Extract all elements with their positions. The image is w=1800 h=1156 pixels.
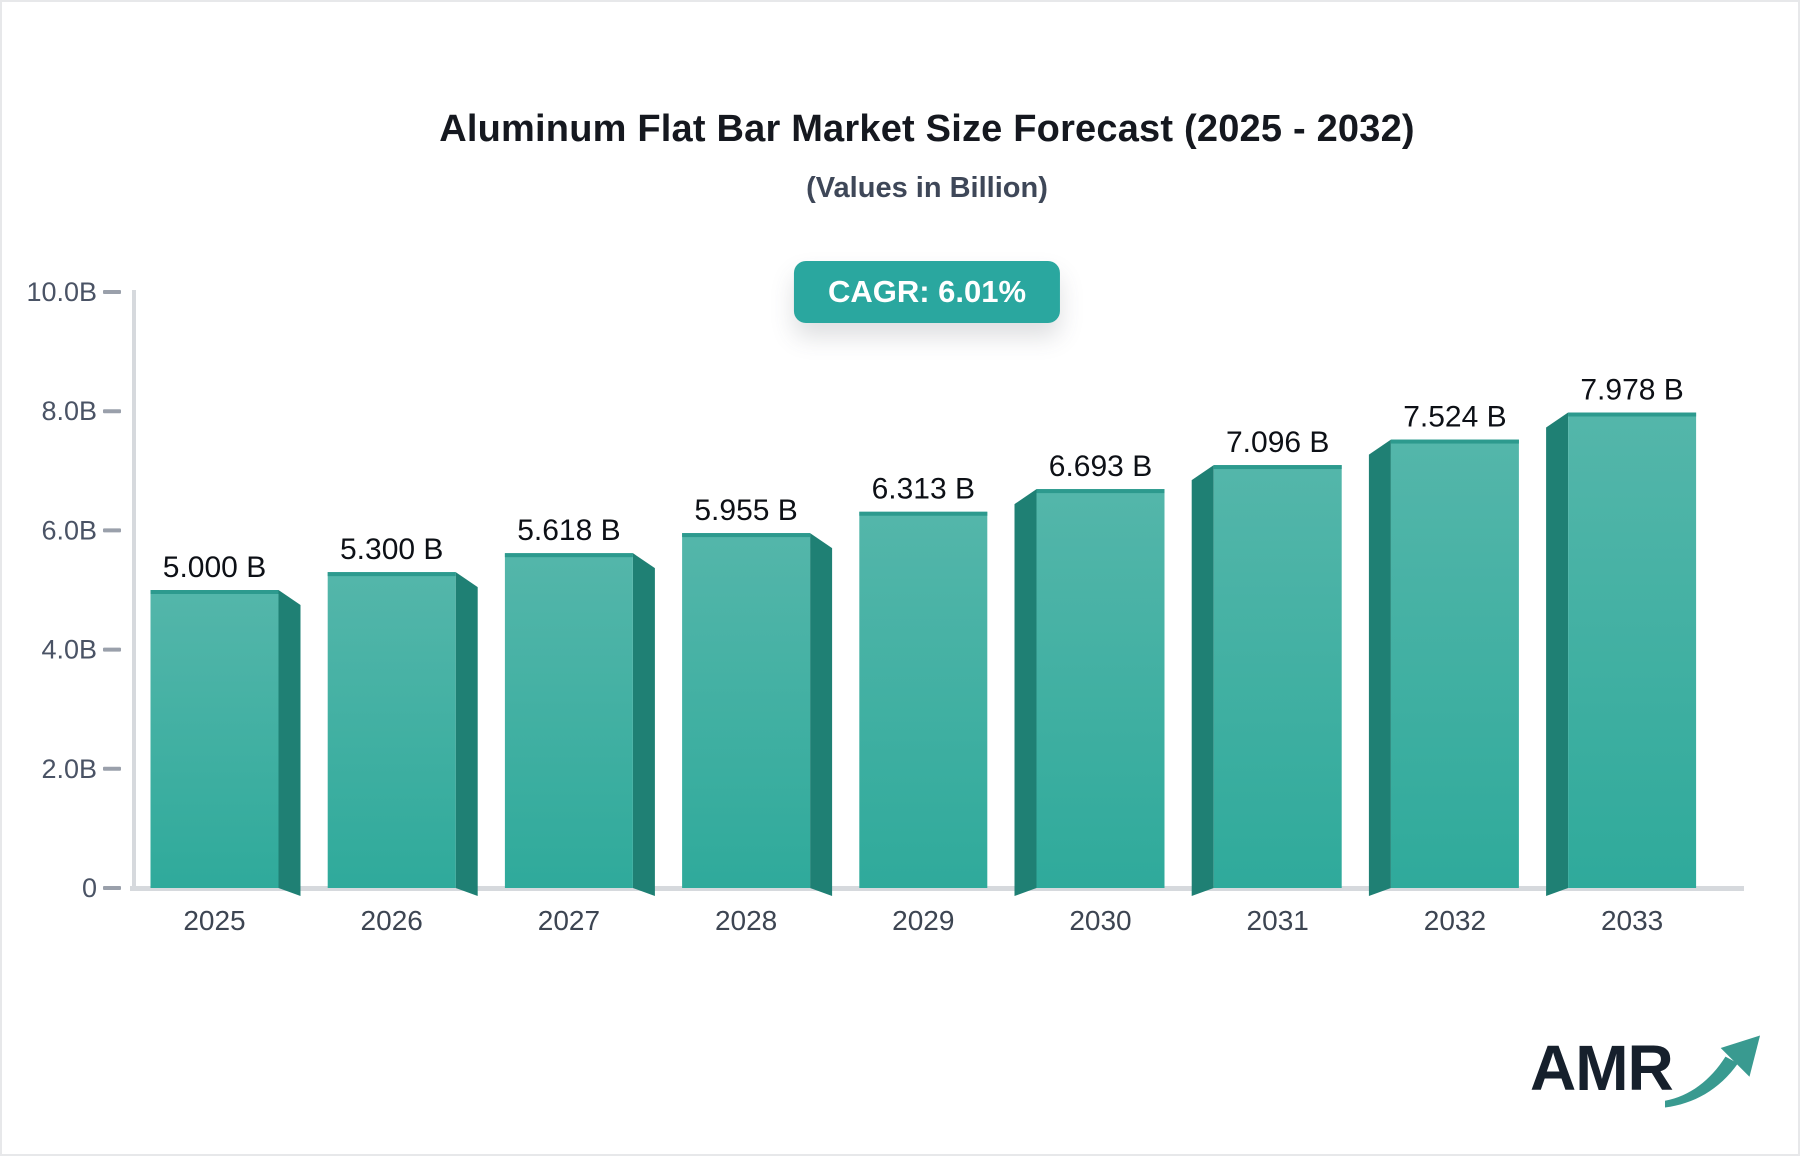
y-tick-label: 6.0B — [41, 515, 97, 545]
bar-value-label: 5.618 B — [517, 514, 620, 547]
y-tick-label: 2.0B — [41, 754, 97, 784]
bar-top-edge — [859, 511, 988, 516]
x-axis-label: 2031 — [1247, 905, 1309, 936]
bar-top-edge — [1568, 412, 1697, 417]
bar-top-edge — [504, 553, 633, 558]
x-axis-label: 2032 — [1424, 905, 1486, 936]
x-axis-baseline — [130, 886, 1744, 891]
bar-value-label: 5.000 B — [163, 551, 266, 584]
chart-subtitle: (Values in Billion) — [806, 172, 1048, 204]
bar-side-3d — [810, 533, 833, 896]
bar-top-edge — [1390, 439, 1519, 444]
y-axis-line — [132, 290, 136, 888]
bar-side-3d — [1368, 439, 1391, 896]
x-axis-label: 2025 — [183, 905, 245, 936]
bar-side-3d — [1191, 465, 1214, 896]
y-tick-mark — [103, 766, 121, 771]
x-axis-label: 2028 — [715, 905, 777, 936]
amr-logo-text: AMR — [1530, 1032, 1674, 1104]
y-tick-label: 4.0B — [41, 635, 97, 665]
cagr-badge: CAGR: 6.01% — [793, 261, 1061, 323]
chart-title: Aluminum Flat Bar Market Size Forecast (… — [439, 108, 1415, 150]
growth-arrow-icon — [1664, 1035, 1760, 1108]
bar — [859, 511, 988, 888]
bar — [1036, 489, 1165, 888]
x-axis-label: 2029 — [892, 905, 954, 936]
bar-value-label: 7.978 B — [1580, 374, 1683, 407]
bar-side-3d — [632, 553, 655, 896]
y-tick-mark — [103, 290, 121, 294]
y-tick-mark — [103, 528, 121, 533]
bar-top-edge — [682, 533, 811, 538]
x-axis-label: 2030 — [1069, 905, 1131, 936]
y-tick-label: 8.0B — [41, 396, 97, 426]
cagr-badge-label: CAGR: 6.01% — [827, 274, 1027, 309]
bar — [1390, 439, 1519, 888]
bar-side-3d — [1546, 412, 1569, 896]
bar — [682, 533, 811, 888]
bar-value-label: 5.300 B — [340, 533, 443, 566]
bar-side-3d — [1014, 489, 1037, 896]
bar-value-label: 7.524 B — [1403, 401, 1506, 434]
bar — [1213, 465, 1342, 888]
y-tick-label: 10.0B — [26, 277, 97, 307]
x-axis-label: 2026 — [361, 905, 423, 936]
y-tick-mark — [103, 409, 121, 414]
bar-side-3d — [278, 590, 301, 896]
bar-value-label: 5.955 B — [694, 494, 797, 527]
bar-top-edge — [1213, 465, 1342, 470]
x-axis-label: 2027 — [538, 905, 600, 936]
x-axis-label: 2033 — [1601, 905, 1663, 936]
bar-side-3d — [455, 572, 478, 896]
bar — [1568, 412, 1697, 888]
y-tick-mark — [103, 886, 121, 890]
y-tick-mark — [103, 647, 121, 652]
y-tick-label: 0 — [82, 873, 97, 903]
bar — [504, 553, 633, 888]
bar-value-label: 6.313 B — [872, 473, 975, 506]
bar-top-edge — [327, 572, 456, 577]
amr-logo: AMR — [1530, 1032, 1761, 1110]
bar — [327, 572, 456, 888]
bar-top-edge — [150, 590, 279, 594]
bar-value-label: 6.693 B — [1049, 450, 1152, 483]
bar-value-label: 7.096 B — [1226, 426, 1329, 459]
bar-top-edge — [1036, 489, 1165, 494]
bar — [150, 590, 279, 888]
